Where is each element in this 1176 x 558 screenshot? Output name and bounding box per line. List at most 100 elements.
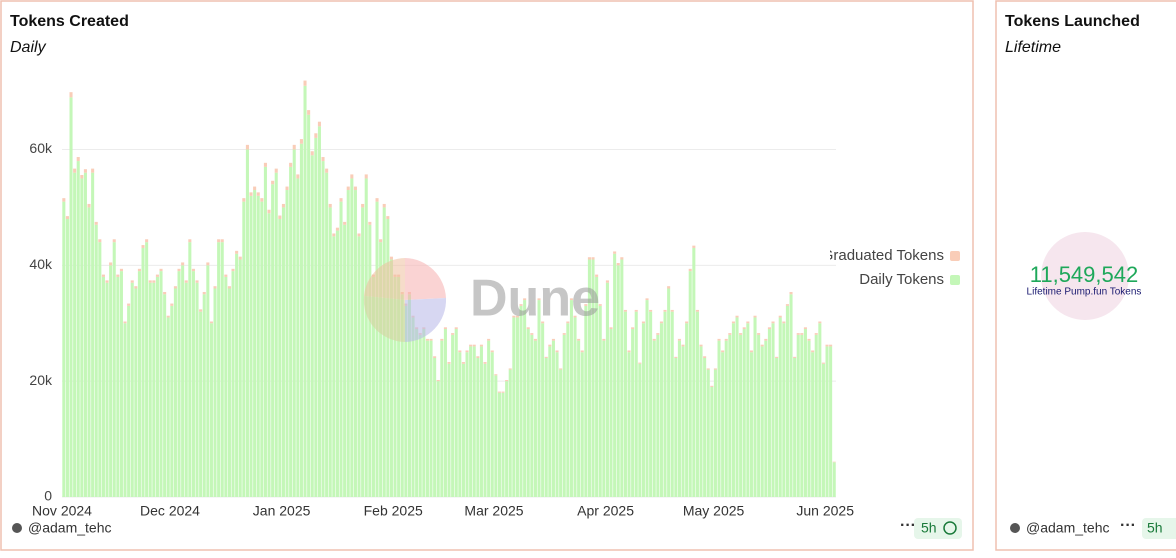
bar bbox=[523, 300, 527, 497]
bar bbox=[465, 352, 469, 497]
menu-dots[interactable]: ··· bbox=[1120, 517, 1136, 534]
bar bbox=[652, 340, 656, 497]
bar bbox=[566, 323, 570, 497]
bar bbox=[289, 166, 293, 497]
bar bbox=[699, 346, 703, 497]
bar bbox=[656, 333, 660, 335]
menu-dots[interactable]: ··· bbox=[900, 517, 916, 534]
bar bbox=[695, 309, 699, 312]
bar bbox=[425, 338, 429, 341]
bar bbox=[490, 352, 494, 497]
bar bbox=[490, 350, 494, 353]
bar bbox=[87, 207, 91, 497]
bar bbox=[591, 259, 595, 497]
bar bbox=[587, 257, 591, 260]
bar bbox=[469, 346, 473, 497]
bar bbox=[577, 338, 581, 341]
bar bbox=[364, 178, 368, 498]
bar bbox=[573, 317, 577, 497]
bar bbox=[371, 276, 375, 497]
bar bbox=[375, 198, 379, 202]
bar bbox=[145, 239, 149, 243]
bar bbox=[397, 276, 401, 497]
author[interactable]: @adam_tehc bbox=[1026, 520, 1109, 536]
bar bbox=[706, 368, 710, 370]
bar bbox=[775, 356, 779, 358]
x-tick-label: Apr 2025 bbox=[577, 503, 634, 519]
bar bbox=[263, 162, 267, 167]
bar bbox=[731, 321, 735, 324]
bar bbox=[202, 294, 206, 497]
bar bbox=[253, 190, 257, 497]
bar bbox=[436, 380, 440, 382]
bar bbox=[443, 327, 447, 330]
bar bbox=[278, 215, 282, 219]
bar bbox=[91, 168, 95, 173]
bar bbox=[555, 352, 559, 497]
x-tick-label: Mar 2025 bbox=[464, 503, 523, 519]
bar bbox=[418, 334, 422, 497]
counter-value: 11,549,542 bbox=[1030, 262, 1138, 287]
bar bbox=[793, 358, 797, 497]
bar bbox=[771, 323, 775, 497]
bar bbox=[764, 338, 768, 341]
bar bbox=[767, 327, 771, 330]
bar bbox=[670, 309, 674, 312]
bar bbox=[238, 259, 242, 497]
bar bbox=[598, 305, 602, 497]
bar bbox=[296, 174, 300, 179]
bar bbox=[749, 350, 753, 353]
bar bbox=[508, 368, 512, 370]
bar bbox=[101, 274, 105, 277]
bar bbox=[112, 242, 116, 497]
author[interactable]: @adam_tehc bbox=[28, 520, 111, 536]
bar bbox=[548, 346, 552, 497]
bar bbox=[587, 259, 591, 497]
bar bbox=[245, 149, 249, 497]
bar bbox=[559, 368, 563, 370]
bar bbox=[242, 201, 246, 497]
bar bbox=[173, 286, 177, 289]
bar bbox=[674, 358, 678, 497]
bar bbox=[299, 139, 303, 144]
bar bbox=[782, 323, 786, 497]
bar bbox=[551, 340, 555, 497]
bar bbox=[537, 300, 541, 497]
bar bbox=[695, 311, 699, 497]
bar bbox=[346, 186, 350, 191]
bar bbox=[458, 352, 462, 497]
bar bbox=[206, 262, 210, 266]
y-tick-label: 60k bbox=[29, 140, 53, 156]
bar bbox=[645, 298, 649, 301]
bar bbox=[238, 256, 242, 260]
bar bbox=[253, 186, 257, 191]
bar bbox=[278, 219, 282, 497]
bar bbox=[519, 305, 523, 497]
bar bbox=[681, 346, 685, 497]
y-tick-label: 0 bbox=[44, 488, 52, 504]
bar bbox=[631, 329, 635, 497]
bar bbox=[692, 247, 696, 497]
bar bbox=[454, 329, 458, 497]
bar bbox=[721, 352, 725, 497]
card bbox=[0, 0, 974, 551]
bar bbox=[382, 207, 386, 497]
bar bbox=[566, 321, 570, 324]
age: 5h bbox=[1147, 520, 1163, 536]
bar bbox=[591, 257, 595, 260]
bar bbox=[602, 340, 606, 497]
bar bbox=[497, 391, 501, 393]
bar bbox=[829, 344, 833, 347]
bar bbox=[832, 462, 836, 497]
bar bbox=[105, 282, 109, 497]
bar bbox=[789, 291, 793, 295]
bar bbox=[145, 242, 149, 497]
bar bbox=[382, 203, 386, 208]
bar bbox=[407, 294, 411, 497]
bar bbox=[526, 327, 530, 330]
bar bbox=[209, 321, 213, 324]
bar bbox=[429, 338, 433, 341]
bar bbox=[667, 288, 671, 497]
bar bbox=[155, 274, 159, 277]
bar bbox=[94, 224, 98, 497]
